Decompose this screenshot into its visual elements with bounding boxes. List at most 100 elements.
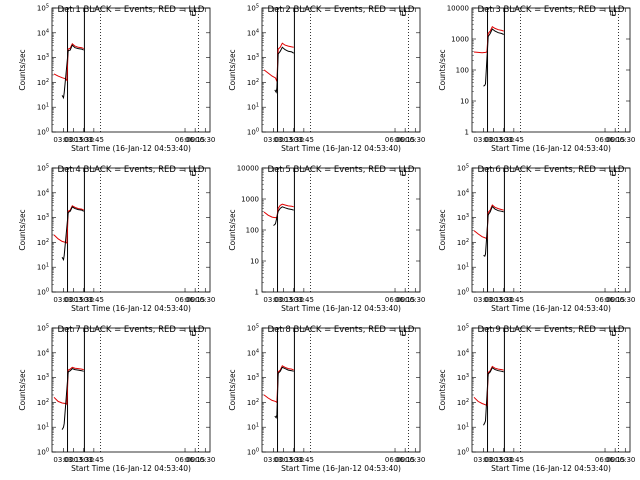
y-tick-label: 105: [247, 324, 259, 333]
x-tick-label: 06:00: [595, 296, 615, 304]
x-tick-label: 03:15: [274, 296, 294, 304]
y-tick-label: 103: [457, 373, 469, 382]
plot-frame: [471, 167, 631, 293]
x-tick-label: 06:15: [185, 296, 205, 304]
y-tick-label: 102: [457, 398, 469, 407]
y-tick-label: 105: [457, 324, 469, 333]
marker-box: [400, 169, 406, 176]
y-tick-label: 101: [37, 423, 49, 432]
y-axis-label: Counts/sec: [18, 209, 27, 250]
y-tick-label: 100: [37, 448, 49, 457]
y-axis-label: Counts/sec: [18, 369, 27, 410]
x-tick-label: 06:00: [175, 136, 195, 144]
x-axis-label: Start Time (16-Jan-12 04:53:40): [491, 144, 611, 153]
chart-title: Det 2 BLACK = Events, RED = LLD: [268, 5, 415, 15]
x-tick-label: 06:15: [605, 136, 625, 144]
plot-frame: [471, 7, 631, 133]
marker-box: [190, 329, 196, 336]
y-tick-label: 1000: [451, 36, 469, 44]
marker-box: [400, 329, 406, 336]
x-tick-label: 03:15: [274, 136, 294, 144]
y-tick-label: 101: [37, 263, 49, 272]
y-tick-label: 1000: [241, 196, 259, 204]
x-axis-label: Start Time (16-Jan-12 04:53:40): [71, 144, 191, 153]
y-tick-label: 105: [37, 324, 49, 333]
x-tick-label: 06:30: [195, 296, 215, 304]
x-tick-label: 03:15: [484, 456, 504, 464]
x-tick-label: 06:30: [405, 296, 425, 304]
x-tick-label: 06:30: [405, 456, 425, 464]
marker-label: L: [402, 10, 406, 18]
x-tick-label: 03:15: [64, 456, 84, 464]
x-tick-label: 06:00: [385, 456, 405, 464]
series-lld-line: [473, 25, 504, 54]
x-tick-label: 03:45: [504, 456, 524, 464]
series-events-line: [483, 205, 504, 257]
y-tick-label: 10000: [447, 5, 469, 13]
chart-panel-det-1: Det 1 BLACK = Events, RED = LLD 03:0003:1…: [18, 4, 215, 154]
chart-panel-det-7: Det 7 BLACK = Events, RED = LLD 03:0003:1…: [18, 324, 215, 474]
x-tick-label: 03:30: [74, 296, 94, 304]
series-lld-line: [53, 42, 84, 82]
series-events-line: [483, 366, 504, 426]
chart-title: Det 3 BLACK = Events, RED = LLD: [478, 5, 625, 15]
marker-box: [610, 9, 616, 16]
y-tick-label: 101: [457, 423, 469, 432]
y-tick-label: 104: [37, 348, 49, 357]
y-tick-label: 102: [247, 398, 259, 407]
marker-box: [610, 169, 616, 176]
y-axis-label: Counts/sec: [18, 49, 27, 90]
x-tick-label: 06:30: [195, 456, 215, 464]
x-tick-label: 06:30: [615, 456, 635, 464]
x-tick-label: 03:30: [74, 456, 94, 464]
y-tick-label: 102: [457, 238, 469, 247]
x-tick-label: 03:45: [84, 136, 104, 144]
y-tick-label: 104: [37, 28, 49, 37]
y-tick-label: 104: [247, 348, 259, 357]
x-tick-label: 06:00: [175, 456, 195, 464]
x-tick-label: 03:00: [263, 296, 283, 304]
y-tick-label: 103: [37, 213, 49, 222]
x-tick-label: 03:15: [484, 136, 504, 144]
y-tick-label: 103: [37, 53, 49, 62]
series-lld-line: [473, 204, 504, 240]
x-axis-label: Start Time (16-Jan-12 04:53:40): [491, 464, 611, 473]
marker-box: [190, 9, 196, 16]
x-tick-label: 03:00: [263, 456, 283, 464]
y-axis-label: Counts/sec: [228, 209, 237, 250]
y-tick-label: 104: [247, 28, 259, 37]
chart-panel-det-4: Det 4 BLACK = Events, RED = LLD 03:0003:1…: [18, 164, 215, 314]
x-tick-label: 06:30: [195, 136, 215, 144]
y-tick-label: 105: [457, 164, 469, 173]
y-tick-label: 1: [255, 289, 259, 297]
x-tick-label: 03:00: [473, 456, 493, 464]
chart-panel-det-6: Det 6 BLACK = Events, RED = LLD 03:0003:1…: [438, 164, 635, 314]
marker-label: L: [402, 330, 406, 338]
marker-label: L: [612, 330, 616, 338]
series-events-line: [61, 206, 84, 262]
x-tick-label: 06:00: [175, 296, 195, 304]
y-tick-label: 100: [37, 288, 49, 297]
chart-panel-det-2: Det 2 BLACK = Events, RED = LLD 03:0003:1…: [228, 4, 425, 154]
x-axis-label: Start Time (16-Jan-12 04:53:40): [281, 304, 401, 313]
x-tick-label: 06:00: [385, 136, 405, 144]
x-tick-label: 06:00: [595, 456, 615, 464]
y-tick-label: 101: [457, 263, 469, 272]
plot-frame: [261, 7, 421, 133]
y-tick-label: 103: [457, 213, 469, 222]
x-tick-label: 06:15: [395, 296, 415, 304]
series-events-line: [274, 46, 294, 94]
chart-panel-det-3: Det 3 BLACK = Events, RED = LLD 03:0003:1…: [438, 5, 635, 154]
y-tick-label: 101: [37, 103, 49, 112]
y-tick-label: 101: [247, 423, 259, 432]
y-tick-label: 1: [465, 129, 469, 137]
x-tick-label: 06:15: [605, 456, 625, 464]
y-tick-label: 10: [460, 98, 469, 106]
x-tick-label: 06:15: [605, 296, 625, 304]
x-axis-label: Start Time (16-Jan-12 04:53:40): [71, 304, 191, 313]
y-tick-label: 100: [37, 128, 49, 137]
chart-title: Det 4 BLACK = Events, RED = LLD: [58, 165, 205, 175]
x-tick-label: 03:00: [473, 136, 493, 144]
x-axis-label: Start Time (16-Jan-12 04:53:40): [71, 464, 191, 473]
